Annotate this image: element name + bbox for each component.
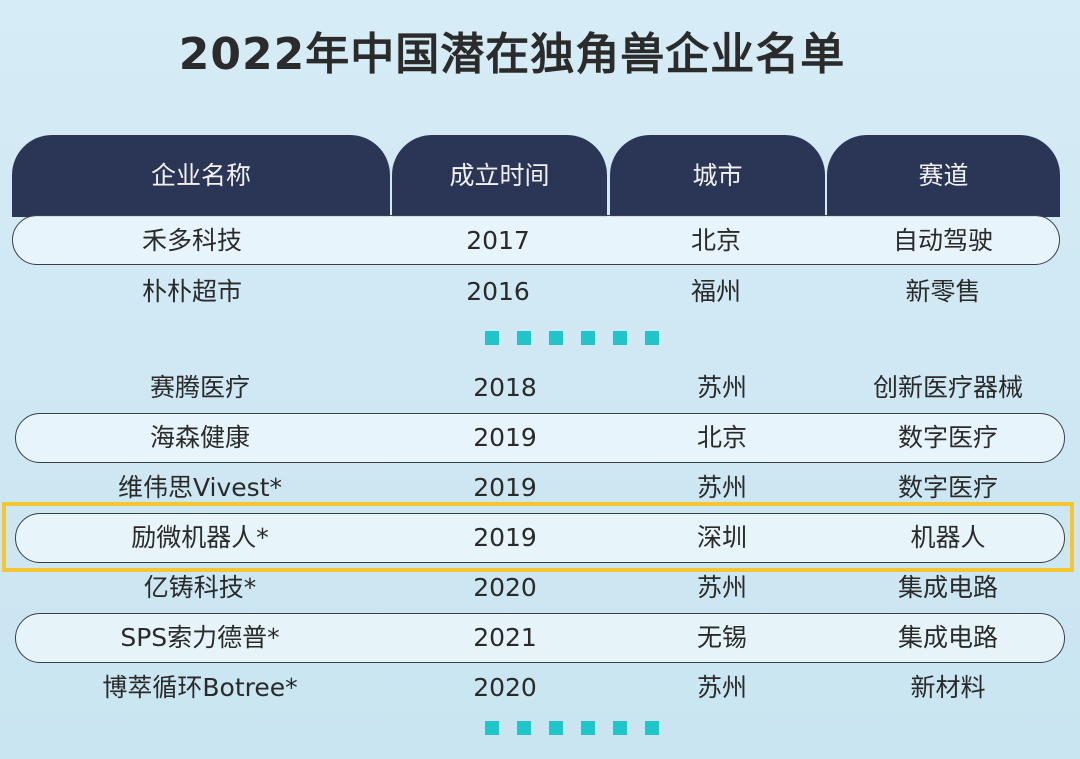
- cell-year: 2016: [466, 277, 530, 306]
- dot: [613, 721, 627, 735]
- dot: [549, 721, 563, 735]
- page-title: 2022年中国潜在独角兽企业名单: [0, 18, 1080, 82]
- cell-year: 2020: [473, 573, 537, 602]
- table-row: 禾多科技 2017 北京 自动驾驶: [0, 216, 1080, 266]
- table-row: 励微机器人* 2019 深圳 机器人: [0, 513, 1080, 563]
- cell-city: 福州: [690, 277, 742, 306]
- cell-year: 2021: [473, 623, 537, 652]
- cell-track: 新材料: [910, 673, 986, 702]
- cell-name: SPS索力德普*: [120, 623, 280, 652]
- table-row: 海森健康 2019 北京 数字医疗: [0, 413, 1080, 463]
- table-row: 朴朴超市 2016 福州 新零售: [0, 267, 1080, 317]
- cell-city: 北京: [690, 226, 742, 255]
- cell-city: 苏州: [696, 573, 748, 602]
- dot: [485, 721, 499, 735]
- header-founded: 成立时间: [392, 135, 607, 217]
- cell-city: 苏州: [696, 373, 748, 402]
- cell-name: 禾多科技: [141, 226, 243, 255]
- row-pill: [15, 613, 1065, 663]
- dot: [549, 331, 563, 345]
- cell-name: 亿铸科技*: [143, 573, 257, 602]
- dot: [645, 721, 659, 735]
- cell-year: 2019: [473, 423, 537, 452]
- row-pill: [15, 513, 1065, 563]
- cell-name: 励微机器人*: [131, 523, 269, 552]
- cell-track: 新零售: [905, 277, 981, 306]
- cell-track: 创新医疗器械: [872, 373, 1024, 402]
- cell-city: 无锡: [696, 623, 748, 652]
- dot: [645, 331, 659, 345]
- ellipsis-dots: [485, 721, 659, 735]
- cell-city: 苏州: [696, 673, 748, 702]
- table-row: 博萃循环Botree* 2020 苏州 新材料: [0, 663, 1080, 713]
- dot: [581, 721, 595, 735]
- dot: [517, 331, 531, 345]
- cell-name: 博萃循环Botree*: [102, 673, 298, 702]
- table-row: 维伟思Vivest* 2019 苏州 数字医疗: [0, 463, 1080, 513]
- row-pill: [12, 215, 1060, 265]
- dot: [517, 721, 531, 735]
- dot: [581, 331, 595, 345]
- cell-city: 深圳: [696, 523, 748, 552]
- cell-year: 2019: [473, 523, 537, 552]
- title-text: 2022年中国潜在独角兽企业名单: [178, 29, 846, 80]
- cell-year: 2018: [473, 373, 537, 402]
- table-row: 亿铸科技* 2020 苏州 集成电路: [0, 563, 1080, 613]
- cell-track: 集成电路: [897, 573, 999, 602]
- cell-name: 维伟思Vivest*: [117, 473, 283, 502]
- dot: [613, 331, 627, 345]
- cell-city: 北京: [696, 423, 748, 452]
- cell-name: 赛腾医疗: [149, 373, 251, 402]
- header-company-name: 企业名称: [12, 135, 390, 217]
- cell-name: 海森健康: [149, 423, 251, 452]
- cell-year: 2020: [473, 673, 537, 702]
- cell-track: 机器人: [910, 523, 986, 552]
- table-row: 赛腾医疗 2018 苏州 创新医疗器械: [0, 363, 1080, 413]
- cell-year: 2019: [473, 473, 537, 502]
- cell-track: 数字医疗: [897, 423, 999, 452]
- ellipsis-dots: [485, 331, 659, 345]
- cell-city: 苏州: [696, 473, 748, 502]
- cell-track: 数字医疗: [897, 473, 999, 502]
- cell-year: 2017: [466, 226, 530, 255]
- header-city: 城市: [610, 135, 825, 217]
- dot: [485, 331, 499, 345]
- row-pill: [15, 413, 1065, 463]
- highlight-box: [2, 502, 1074, 572]
- table-row: SPS索力德普* 2021 无锡 集成电路: [0, 613, 1080, 663]
- cell-name: 朴朴超市: [141, 277, 243, 306]
- header-track: 赛道: [827, 135, 1060, 217]
- cell-track: 集成电路: [897, 623, 999, 652]
- cell-track: 自动驾驶: [892, 226, 994, 255]
